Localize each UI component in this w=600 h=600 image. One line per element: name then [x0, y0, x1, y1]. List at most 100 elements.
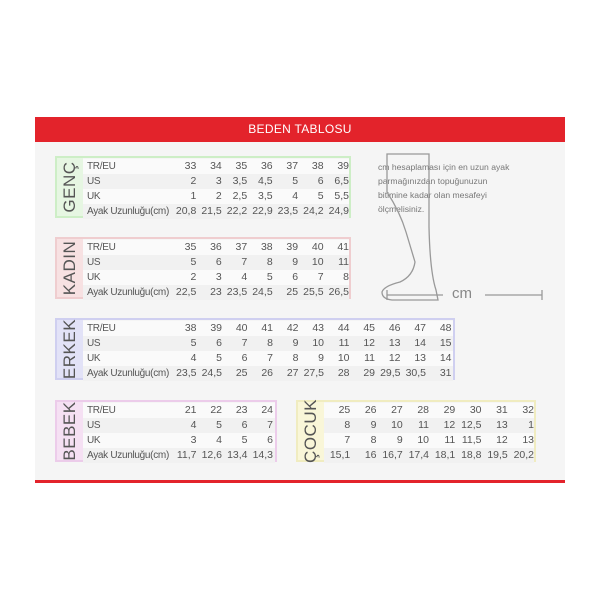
size-cell: 5	[216, 419, 222, 431]
row-label: TR/EU	[87, 405, 116, 416]
size-cell: 22	[210, 404, 222, 416]
size-rows: TR/EU 38 39 40 41 42 43 44 45 46 47 48 US 5 6 7 8 9 10 11 12…	[83, 321, 453, 381]
size-cell: 26	[261, 367, 273, 379]
table-row: UK 3 4 5 6	[83, 433, 275, 448]
row-label: TR/EU	[87, 161, 116, 172]
size-cell: 11	[338, 256, 350, 268]
size-cell: 3	[215, 271, 222, 283]
size-cell: 28	[337, 367, 350, 379]
size-cell: 26,5	[328, 286, 350, 298]
size-cell: 8	[343, 271, 350, 283]
size-cell: 18,1	[434, 449, 456, 461]
table-row: UK 1 2 2,5 3,5 4 5 5,5	[83, 189, 349, 204]
size-cell: 11	[338, 337, 350, 349]
size-cell: 13	[522, 434, 534, 446]
table-row: UK 2 3 4 5 6 7 8	[83, 270, 349, 285]
size-cell: 6	[292, 271, 299, 283]
size-cell: 13,4	[227, 449, 248, 461]
row-label: Ayak Uzunluğu(cm)	[87, 206, 169, 217]
size-cell: 3	[215, 175, 222, 187]
size-cell: 27	[286, 367, 299, 379]
category-strip: KADIN	[57, 239, 83, 297]
size-cell: 33	[184, 160, 197, 172]
size-cell: 8	[370, 434, 377, 446]
bottom-divider	[35, 480, 565, 483]
row-label: UK	[87, 435, 101, 446]
size-cell: 12,5	[461, 419, 482, 431]
size-cell: 31	[439, 367, 452, 379]
table-genc: GENÇ TR/EU 33 34 35 36 37 38 39 US 2 3 3,5 4,5 5 6 6,5 UK…	[55, 156, 351, 219]
size-cell: 11,5	[461, 434, 482, 446]
size-cell: 4	[190, 352, 197, 364]
cm-label: cm	[452, 285, 472, 302]
table-erkek: ERKEK TR/EU 38 39 40 41 42 43 44 45 46 47 48 US 5 6 7 8 9 1…	[55, 318, 455, 381]
table-row: US 2 3 3,5 4,5 5 6 6,5	[83, 174, 349, 189]
category-label: ERKEK	[60, 318, 79, 380]
row-label: TR/EU	[87, 242, 116, 253]
size-cell: 35	[184, 241, 197, 253]
size-cell: 6	[215, 256, 222, 268]
size-cell: 48	[439, 322, 452, 334]
size-cell: 8	[344, 419, 351, 431]
category-label: BEBEK	[60, 401, 79, 461]
size-cell: 31	[496, 404, 508, 416]
size-cell: 38	[184, 322, 197, 334]
size-cell: 41	[261, 322, 273, 334]
size-cell: 39	[210, 322, 222, 334]
row-label: TR/EU	[87, 323, 116, 334]
size-cell: 21,5	[201, 205, 222, 217]
size-cell: 32	[522, 404, 534, 416]
category-strip: BEBEK	[57, 401, 83, 461]
size-cell: 40	[311, 241, 324, 253]
size-cell: 7	[344, 434, 351, 446]
size-cell: 24	[261, 404, 273, 416]
table-row: Ayak Uzunluğu(cm) 11,7 12,6 13,4 14,3	[83, 448, 275, 463]
table-row: TR/EU 33 34 35 36 37 38 39	[83, 159, 349, 174]
row-label: Ayak Uzunluğu(cm)	[87, 450, 169, 461]
size-cell: 35	[235, 160, 248, 172]
size-cell: 44	[337, 322, 350, 334]
row-label: US	[87, 420, 101, 431]
size-cell: 24,5	[252, 286, 273, 298]
size-cell: 5	[292, 175, 299, 187]
size-cell: 21	[184, 404, 197, 416]
size-cell: 27,5	[303, 367, 324, 379]
table-row: TR/EU 38 39 40 41 42 43 44 45 46 47 48	[83, 321, 453, 336]
size-cell: 9	[292, 337, 299, 349]
size-cell: 12,6	[201, 449, 222, 461]
size-cell: 10	[391, 419, 403, 431]
size-cell: 5	[266, 271, 273, 283]
size-cell: 28	[417, 404, 429, 416]
size-rows: TR/EU 33 34 35 36 37 38 39 US 2 3 3,5 4,5 5 6 6,5 UK 1 2 2,…	[83, 159, 349, 219]
size-cell: 22,2	[226, 205, 248, 217]
size-cell: 12	[443, 419, 456, 431]
size-cell: 14,3	[252, 449, 273, 461]
size-cell: 6	[317, 175, 324, 187]
size-cell: 24,9	[328, 205, 350, 217]
size-cell: 20,2	[513, 449, 534, 461]
size-rows: 25 26 27 28 29 30 31 32 8 9 10 11 12 12,5 13 1 7 8 9 10 11 11…	[324, 403, 534, 463]
size-cell: 23,5	[226, 286, 248, 298]
table-row: Ayak Uzunluğu(cm) 23,5 24,5 25 26 27 27,5 28 29 2…	[83, 366, 453, 381]
size-cell: 38	[260, 241, 273, 253]
size-cell: 16,7	[382, 449, 403, 461]
size-cell: 4	[190, 419, 197, 431]
table-row: 7 8 9 10 11 11,5 12 13	[324, 433, 534, 448]
size-cell: 5,5	[334, 190, 350, 202]
size-cell: 29,5	[380, 367, 401, 379]
measurement-note: cm hesaplaması için en uzun ayak parmağı…	[378, 162, 510, 214]
chart-title: BEDEN TABLOSU	[35, 117, 565, 142]
size-rows: TR/EU 35 36 37 38 39 40 41 US 5 6 7 8 9 10 11 UK 2 3 4 5 6 7 8 A…	[83, 240, 350, 300]
size-cell: 6	[241, 419, 248, 431]
size-cell: 18,8	[461, 449, 482, 461]
size-cell: 41	[337, 241, 350, 253]
size-cell: 3,5	[232, 175, 248, 187]
table-row: US 5 6 7 8 9 10 11	[83, 255, 349, 270]
row-label: US	[87, 338, 101, 349]
size-cell: 43	[312, 322, 324, 334]
size-cell: 2	[190, 271, 197, 283]
table-row: TR/EU 21 22 23 24	[83, 403, 275, 418]
size-cell: 23,5	[277, 205, 299, 217]
size-cell: 4	[216, 434, 222, 446]
size-cell: 6	[241, 352, 248, 364]
